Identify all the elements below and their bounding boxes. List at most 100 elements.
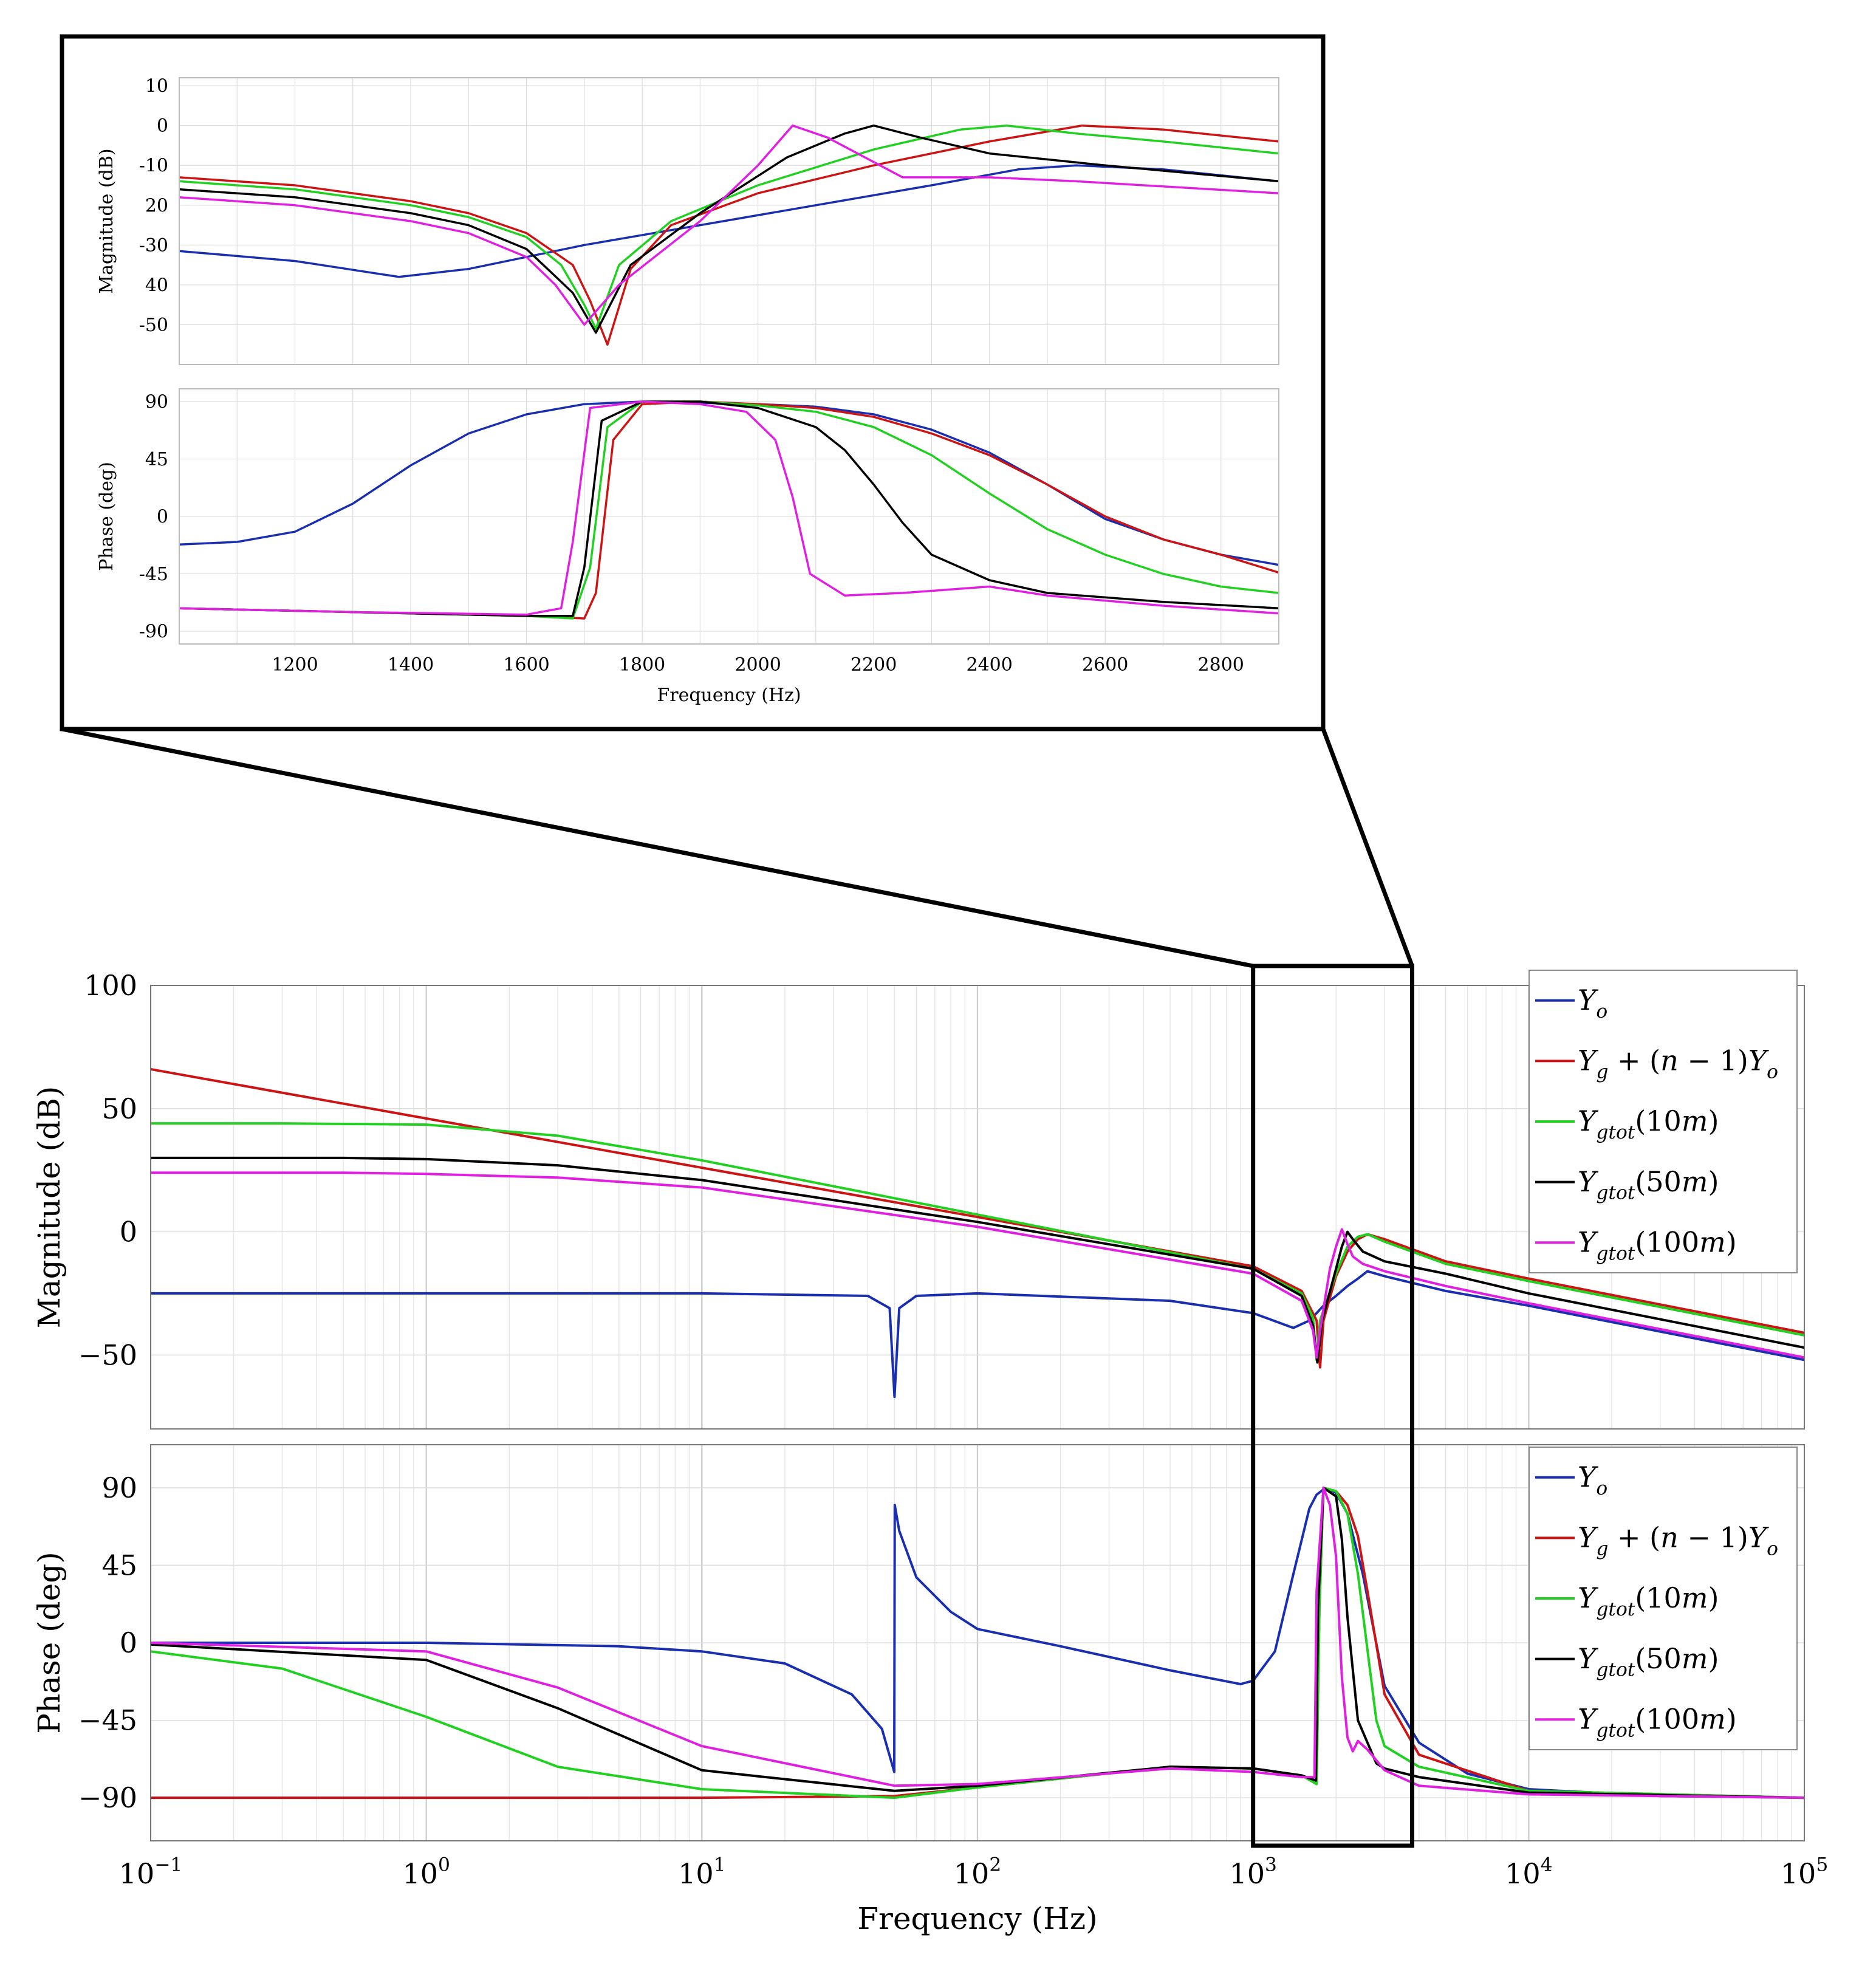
x-tick-label: 1400	[388, 654, 434, 676]
legend-text-part: gtot	[1596, 1719, 1635, 1741]
legend-label-Yo: Yo​	[1578, 984, 1607, 1022]
series-line-Yg	[179, 124, 1279, 346]
legend-text-part: (10	[1635, 1105, 1681, 1137]
x-tick-base: 10	[954, 1857, 990, 1890]
y-tick-label: 10	[145, 76, 168, 97]
x-tick-label: 2200	[851, 654, 897, 676]
series-group	[151, 1486, 1804, 1800]
x-tick-label: 101	[678, 1854, 725, 1890]
grid	[149, 985, 1804, 1429]
legend-text-part: (100	[1635, 1702, 1699, 1735]
x-tick-label: 1600	[503, 654, 549, 676]
legend-text-part: m	[1682, 1581, 1708, 1614]
zoom-inset-plot: 10 0 -10 20 -30 40 -50 Magnitude (dB) 90 45 0 -45 -9…	[60, 34, 1326, 731]
x-tick-exponent: 2	[989, 1854, 1001, 1875]
legend-text-part: o	[1596, 1001, 1607, 1022]
series-line-Y50	[179, 400, 1279, 617]
legend-text-part: gtot	[1596, 1122, 1635, 1143]
series-group	[179, 400, 1279, 620]
x-tick-label: 100	[402, 1854, 450, 1890]
legend: Yo​ Yg​ + (n − 1)Yo​ Ygtot​(10m) Ygtot​(50m…	[1529, 970, 1798, 1273]
legend-text-part: Y	[1578, 1581, 1599, 1614]
legend: Yo​ Yg​ + (n − 1)Yo​ Ygtot​(10m) Ygtot​(50m…	[1529, 1447, 1798, 1750]
x-tick-base: 10	[678, 1857, 714, 1890]
x-tick-label: 103	[1229, 1854, 1276, 1890]
legend-text-part: o	[1767, 1538, 1778, 1560]
legend-text-part: Y	[1578, 1105, 1599, 1137]
y-tick-label: −50	[78, 1338, 137, 1371]
y-tick-label: 20	[145, 195, 168, 216]
x-tick-base: 10	[1781, 1857, 1816, 1890]
y-tick-label: 45	[101, 1549, 137, 1582]
series-group	[179, 124, 1279, 346]
x-tick-base: 10	[119, 1857, 155, 1890]
inset-phase-panel: 90 45 0 -45 -90 Phase (deg) 1200 1400 1600 1800 20…	[96, 388, 1279, 706]
axes-frame	[150, 1444, 1805, 1841]
legend-label-Y100: Ygtot​(100m)	[1578, 1225, 1737, 1264]
series-line-Yg	[151, 1067, 1804, 1369]
x-tick-exponent: 3	[1265, 1854, 1277, 1875]
legend-text-part: o	[1596, 1478, 1607, 1499]
legend-text-part: Y	[1578, 984, 1599, 1016]
y-tick-label: 0	[157, 507, 168, 528]
x-tick-exponent: 5	[1816, 1854, 1828, 1875]
y-tick-label: -10	[139, 156, 168, 177]
axes-frame	[179, 388, 1279, 645]
y-axis-label: Magnitude (dB)	[96, 148, 117, 293]
legend-text-part: − 1)	[1679, 1521, 1748, 1554]
x-tick-label: 104	[1505, 1854, 1552, 1890]
zoom-connector-right	[1321, 728, 1414, 967]
x-tick-label: 102	[954, 1854, 1001, 1890]
grid	[179, 78, 1279, 365]
x-tick-label: 1800	[619, 654, 665, 676]
legend-text-part: o	[1767, 1061, 1778, 1083]
series-line-Yg	[179, 400, 1279, 620]
legend-text-part: m	[1682, 1165, 1708, 1198]
legend-text-part: (50	[1635, 1642, 1681, 1675]
series-line-Y100	[151, 1171, 1804, 1359]
legend-text-part: )	[1708, 1581, 1719, 1614]
x-tick-label: 2800	[1198, 654, 1244, 676]
y-tick-label: -45	[139, 564, 168, 585]
x-tick-exponent: 4	[1541, 1854, 1553, 1875]
legend-label-Y100: Ygtot​(100m)	[1578, 1702, 1737, 1741]
legend-text-part: gtot	[1596, 1242, 1635, 1264]
axes-frame	[150, 985, 1805, 1430]
y-tick-label: 0	[120, 1216, 137, 1248]
x-tick-label: 2400	[967, 654, 1013, 676]
legend-text-part: )	[1726, 1702, 1737, 1735]
magnitude-panel: 100 50 0 −50 Magnitude (dB) Yo​ Yg​ + (n − 1)Y…	[32, 969, 1805, 1430]
y-tick-label: 40	[145, 275, 168, 296]
y-tick-label: 0	[157, 115, 168, 137]
legend-text-part: )	[1708, 1642, 1719, 1675]
legend-text-part: + (	[1608, 1044, 1660, 1077]
y-tick-label: -90	[139, 622, 168, 643]
legend-text-part: g	[1596, 1538, 1608, 1560]
y-tick-label: 0	[120, 1626, 137, 1659]
series-group	[151, 1067, 1804, 1399]
y-tick-label: 90	[145, 392, 168, 413]
legend-text-part: gtot	[1596, 1182, 1635, 1204]
x-tick-label: 10−1	[119, 1854, 183, 1890]
series-line-Y100	[179, 400, 1279, 616]
legend-text-part: gtot	[1596, 1598, 1635, 1620]
y-axis-label: Magnitude (dB)	[32, 1086, 67, 1329]
legend-text-part: Y	[1578, 1225, 1599, 1258]
legend-text-part: + (	[1608, 1521, 1660, 1554]
legend-label-Y50: Ygtot​(50m)	[1578, 1642, 1719, 1681]
x-tick-label: 1200	[272, 654, 318, 676]
y-tick-label: 45	[145, 449, 168, 470]
legend-text-part: )	[1708, 1105, 1719, 1137]
legend-label-Y50: Ygtot​(50m)	[1578, 1165, 1719, 1204]
x-tick-base: 10	[1229, 1857, 1265, 1890]
x-axis-label: Frequency (Hz)	[857, 1901, 1097, 1936]
series-line-Y100	[151, 1486, 1804, 1800]
legend-text-part: Y	[1578, 1461, 1599, 1493]
x-axis-label: Frequency (Hz)	[657, 685, 801, 706]
legend-text-part: Y	[1578, 1521, 1599, 1554]
axes-frame	[179, 77, 1279, 365]
legend-label-Yg: Yg​ + (n − 1)Yo​	[1578, 1521, 1778, 1560]
